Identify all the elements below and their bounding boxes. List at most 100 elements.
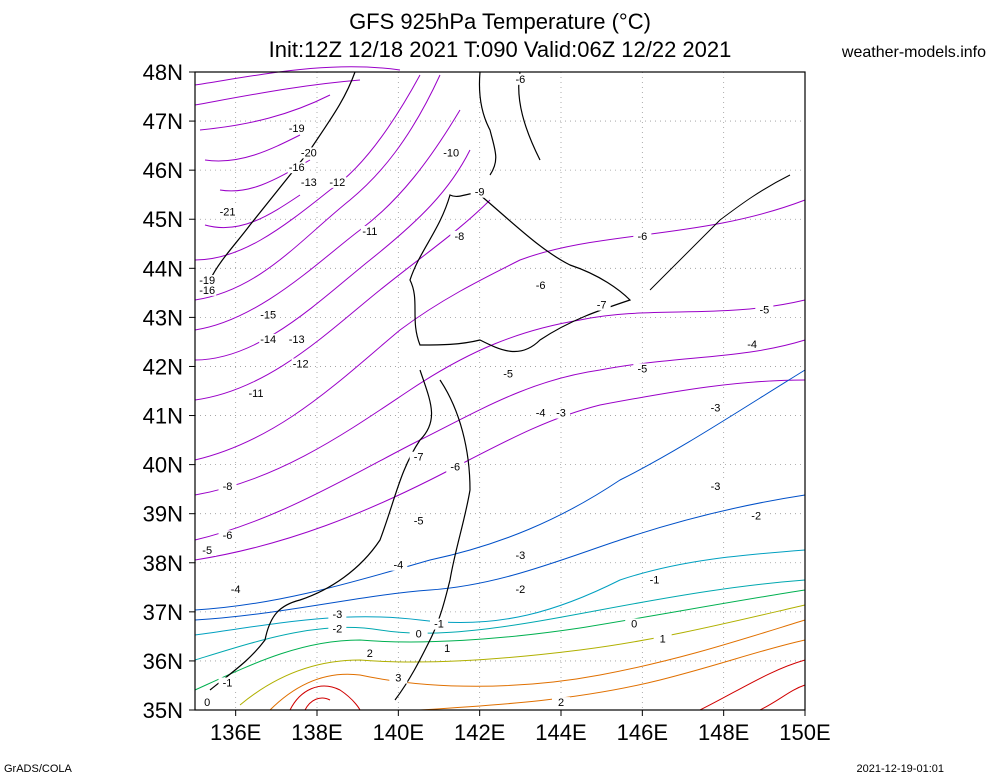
contour-line-warm xyxy=(239,604,806,706)
coastline-kurils xyxy=(649,174,791,291)
contour-label-bg xyxy=(706,402,725,414)
latitude-label: 40N xyxy=(143,453,183,478)
coastline xyxy=(209,71,791,701)
latitude-label: 37N xyxy=(143,600,183,625)
coastline-hokkaido xyxy=(409,192,632,353)
contour-label: 3 xyxy=(395,673,401,685)
contour-label: -3 xyxy=(556,408,566,420)
latitude-label: 39N xyxy=(143,502,183,527)
contour-label-bg xyxy=(442,147,461,159)
contour-label-bg xyxy=(531,407,550,419)
contour-line-cold xyxy=(194,339,806,541)
contour-label: -12 xyxy=(293,358,309,370)
contour-label-bg xyxy=(706,481,725,493)
longitude-label: 146E xyxy=(617,720,668,745)
contour-label: -1 xyxy=(223,677,233,689)
longitude-label: 138E xyxy=(291,720,342,745)
contour-label-bg xyxy=(755,304,774,316)
contour-label-bg xyxy=(287,162,306,174)
contour-line-cold xyxy=(194,66,401,86)
contour-label-bg xyxy=(625,618,644,630)
contour-label: -21 xyxy=(220,206,236,218)
contour-label: -6 xyxy=(637,231,647,243)
contour-label: -4 xyxy=(393,560,403,572)
contour-line-cold xyxy=(194,74,441,301)
contour-label: 1 xyxy=(444,643,450,655)
contour-line-cold xyxy=(194,299,806,496)
contour-label: -3 xyxy=(711,403,721,415)
contour-label: -15 xyxy=(260,309,276,321)
contour-label: -6 xyxy=(450,462,460,474)
contour-line-cold xyxy=(204,194,301,229)
contour-label-bg xyxy=(511,73,530,85)
contour-label: -2 xyxy=(515,584,525,596)
longitude-label: 140E xyxy=(373,720,424,745)
chart-subtitle: Init:12Z 12/18 2021 T:090 Valid:06Z 12/2… xyxy=(268,37,732,62)
latitude-label: 46N xyxy=(143,158,183,183)
coastline-mainland xyxy=(209,71,356,281)
contour-line-hottest xyxy=(699,659,806,711)
contour-labels: -6-19-20 -10-16-13 -12-9-21-11 -8 -6-19-16 -6… xyxy=(198,73,774,709)
contour-label-bg xyxy=(409,451,428,463)
contour-label-bg xyxy=(633,230,652,242)
latitude-label: 42N xyxy=(143,354,183,379)
contour-label: -5 xyxy=(637,363,647,375)
contour-line-neutral xyxy=(194,589,806,691)
site-name: weather-models.info xyxy=(841,44,986,61)
contour-label-bg xyxy=(438,643,457,655)
contour-label: -11 xyxy=(248,388,263,400)
contour-label-bg xyxy=(247,387,265,399)
contour-label: -6 xyxy=(515,74,525,86)
contour-line-hot xyxy=(419,639,806,711)
contour-label-bg xyxy=(328,608,347,620)
contour-label: -5 xyxy=(202,545,212,557)
contour-label: -6 xyxy=(536,280,546,292)
contour-label: -7 xyxy=(414,452,424,464)
contour-lines xyxy=(194,66,806,711)
contour-label: -19 xyxy=(289,123,305,135)
contour-label: -2 xyxy=(332,623,342,635)
longitude-label: 144E xyxy=(535,720,586,745)
contour-label: -14 xyxy=(260,334,276,346)
latitude-label: 45N xyxy=(143,207,183,232)
contour-label: -8 xyxy=(454,231,464,243)
contour-label: -8 xyxy=(223,481,233,493)
contour-label: -3 xyxy=(515,550,525,562)
grid-lines xyxy=(195,71,806,711)
contour-line-cool xyxy=(194,494,806,621)
contour-label-bg xyxy=(645,574,664,586)
contour-line-cold xyxy=(194,199,806,461)
contour-label-bg xyxy=(198,697,217,709)
contour-label-bg xyxy=(470,186,489,198)
map-frame xyxy=(194,71,806,711)
coastline-honshu xyxy=(209,369,471,701)
contour-label: -5 xyxy=(414,516,424,528)
contour-line-cold xyxy=(194,79,361,106)
contour-label-bg xyxy=(259,309,278,321)
footer-timestamp: 2021-12-19-01:01 xyxy=(856,763,944,775)
latitude-label: 41N xyxy=(143,404,183,429)
contour-label-bg xyxy=(226,584,245,596)
contour-label: -12 xyxy=(329,177,345,189)
contour-line-mild xyxy=(194,549,806,636)
contour-label: 2 xyxy=(558,697,564,709)
contour-line-cold xyxy=(194,379,806,561)
contour-label-bg xyxy=(552,697,570,709)
contour-label: -4 xyxy=(747,339,757,351)
contour-label: 1 xyxy=(660,633,666,645)
contour-label-bg xyxy=(511,549,530,561)
chart-title: GFS 925hPa Temperature (°C) xyxy=(349,9,651,34)
contour-label: -13 xyxy=(289,334,305,346)
contour-label: -5 xyxy=(503,368,513,380)
contour-label-bg xyxy=(360,648,379,660)
contour-label-bg xyxy=(198,275,217,287)
contour-label-bg xyxy=(511,584,530,596)
contour-label-bg xyxy=(633,363,652,375)
footer-software: GrADS/COLA xyxy=(4,763,72,775)
contour-label: -3 xyxy=(332,609,342,621)
contour-line-cold xyxy=(194,149,471,361)
contour-line-cold xyxy=(204,134,301,162)
contour-label: -7 xyxy=(597,300,607,312)
contour-line-cold xyxy=(199,94,331,131)
